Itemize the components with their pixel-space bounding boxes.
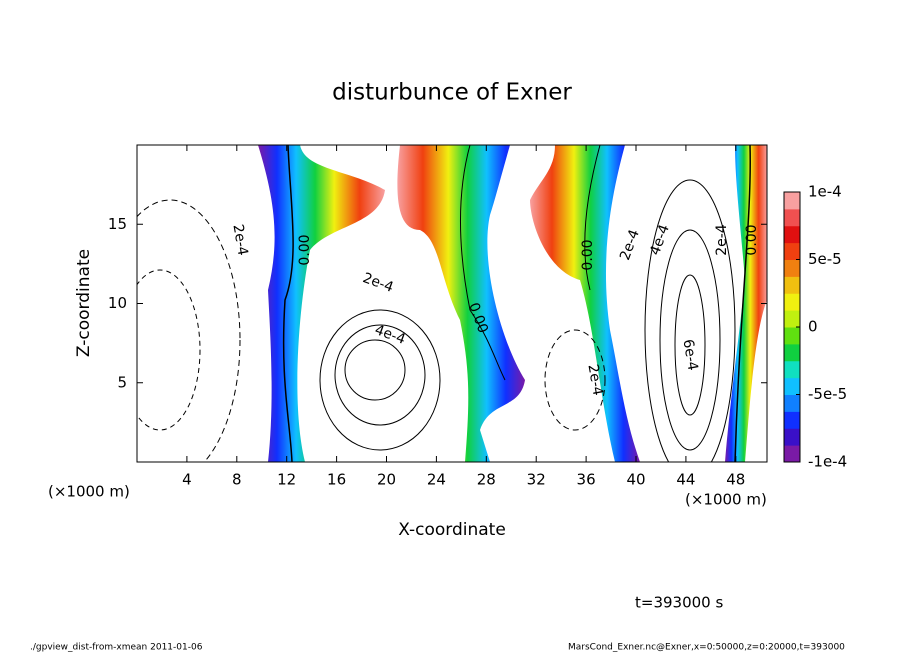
colorbar-segment xyxy=(784,192,800,210)
contour-label: 4e-4 xyxy=(647,222,673,257)
time-label: t=393000 s xyxy=(635,594,723,612)
footer-right: MarsCond_Exner.nc@Exner,x=0:50000,z=0:20… xyxy=(568,643,845,653)
x-unit-label: (×1000 m) xyxy=(48,483,130,501)
x-unit-label: (×1000 m) xyxy=(685,491,767,509)
footer-left: ./gpview_dist-from-xmean 2011-01-06 xyxy=(30,643,203,653)
colorbar-segment xyxy=(784,242,800,260)
contour-label: 2e-4 xyxy=(617,227,643,262)
colorbar-segment xyxy=(784,225,800,244)
colorbar-segment xyxy=(784,310,800,328)
plume xyxy=(530,145,640,462)
colorbar-tick-label: -1e-4 xyxy=(808,453,847,471)
y-tick-label: 15 xyxy=(108,215,127,233)
contour-label: 2e-4 xyxy=(229,223,250,257)
x-tick-label: 4 xyxy=(182,471,192,489)
colorbar-segment xyxy=(784,343,800,362)
colorbar-segment xyxy=(784,428,800,446)
contour-label: 0.00 xyxy=(744,224,760,255)
chart-title: disturbunce of Exner xyxy=(332,80,572,106)
colorbar-segment xyxy=(784,293,800,311)
x-tick-label: 12 xyxy=(277,471,296,489)
colorbar-segment xyxy=(784,208,800,227)
colorbar-segment xyxy=(784,259,800,277)
colorbar-segment xyxy=(784,276,800,294)
colorbar-segment xyxy=(784,360,800,379)
plume xyxy=(258,145,385,462)
colorbar-tick-label: 1e-4 xyxy=(808,183,842,201)
x-tick-label: 24 xyxy=(427,471,446,489)
x-axis-label: X-coordinate xyxy=(398,520,506,540)
y-axis-label: Z-coordinate xyxy=(74,249,94,357)
colorbar-segment xyxy=(784,411,800,429)
contour-label: 0.00 xyxy=(580,239,596,270)
plume xyxy=(725,145,767,462)
x-tick-label: 44 xyxy=(676,471,695,489)
x-tick-label: 20 xyxy=(377,471,396,489)
colorbar-segment xyxy=(784,445,800,463)
colorbar-tick-label: 0 xyxy=(808,318,818,336)
x-tick-label: 8 xyxy=(232,471,242,489)
contour-label: 2e-4 xyxy=(584,363,605,397)
contour-label: 2e-4 xyxy=(714,224,730,256)
colorbar-segment xyxy=(784,327,800,345)
contour-label: 0.00 xyxy=(297,234,313,265)
x-tick-label: 40 xyxy=(626,471,645,489)
colorbar-segment xyxy=(784,394,800,412)
plume xyxy=(397,145,525,462)
x-tick-label: 32 xyxy=(527,471,546,489)
contour-field xyxy=(137,145,767,462)
x-tick-label: 28 xyxy=(477,471,496,489)
contour-lines xyxy=(137,145,751,462)
contour-label: 6e-4 xyxy=(679,338,700,372)
colorbar-tick-label: 5e-5 xyxy=(808,250,842,268)
y-tick-label: 5 xyxy=(117,373,127,391)
y-tick-label: 10 xyxy=(108,294,127,312)
colorbar-segment xyxy=(784,377,800,395)
x-tick-label: 48 xyxy=(726,471,745,489)
x-tick-label: 16 xyxy=(327,471,346,489)
colorbar-tick-label: -5e-5 xyxy=(808,385,847,403)
x-tick-label: 36 xyxy=(577,471,596,489)
contour-label: 2e-4 xyxy=(360,270,395,296)
